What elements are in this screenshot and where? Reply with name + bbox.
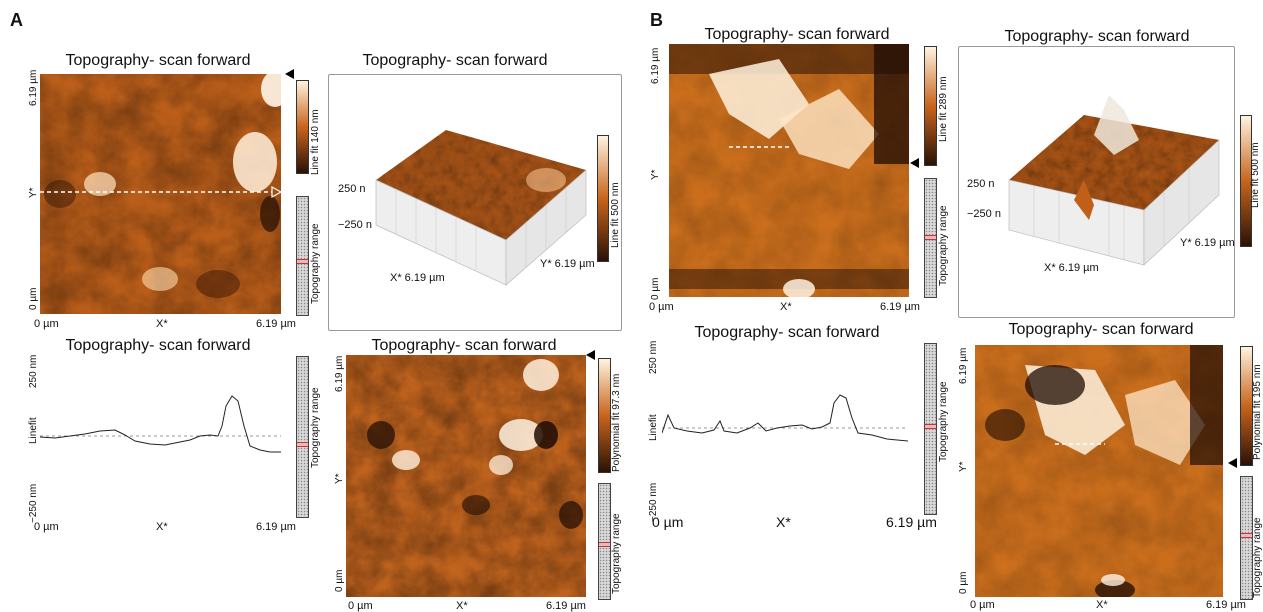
- a-image1-x-left-label: 0 µm: [34, 318, 59, 330]
- b-image2-title: Topography- scan forward: [1008, 321, 1194, 338]
- b-image1-y-mid-label: Y*: [650, 169, 661, 180]
- b-image2-colorbar: [1240, 346, 1253, 466]
- a-image1-y-bottom-label: 0 µm: [28, 287, 39, 310]
- b-profile-x-right-label: 6.19 µm: [886, 514, 937, 530]
- panel-label-b: B: [650, 10, 663, 30]
- a-image2-range-label: Topography range: [611, 513, 622, 594]
- b-surface3d-y-label: Y* 6.19 µm: [1180, 237, 1235, 249]
- b-surface3d-colorbar: [1240, 115, 1252, 247]
- a-image2-range-bar: [598, 483, 611, 600]
- a-profile-plot: [39, 356, 281, 518]
- b-image1-range-label: Topography range: [938, 205, 949, 286]
- b-profile-y-mid-label: Linefit: [648, 414, 659, 441]
- b-surface3d-x-label: X* 6.19 µm: [1044, 262, 1099, 274]
- b-surface3d-z-bottom-label: −250 n: [967, 208, 1001, 220]
- a-image2-x-left-label: 0 µm: [348, 600, 373, 612]
- a-surface3d-x-label: X* 6.19 µm: [390, 272, 445, 284]
- b-image1-x-left-label: 0 µm: [649, 301, 674, 313]
- b-profile-range-bar: [924, 343, 937, 515]
- b-image1-colorbar: [924, 46, 937, 166]
- b-image1-y-bottom-label: 0 µm: [650, 277, 661, 300]
- b-surface3d-title: Topography- scan forward: [1004, 28, 1190, 45]
- a-profile-y-mid-label: Linefit: [28, 417, 39, 444]
- b-surface3d-colorbar-label: Line fit 500 nm: [1250, 142, 1261, 208]
- panel-label-a: A: [10, 10, 23, 30]
- a-surface3d-z-bottom-label: −250 n: [338, 219, 372, 231]
- b-surface3d-z-top-label: 250 n: [967, 178, 995, 190]
- a-image2-x-right-label: 6.19 µm: [546, 600, 586, 612]
- b-image2-y-bottom-label: 0 µm: [958, 571, 969, 594]
- a-image2-x-mid-label: X*: [456, 600, 468, 612]
- b-profile-y-top-label: 250 nm: [648, 340, 659, 374]
- b-image2-colorbar-label: Polynomial fit 195 nm: [1252, 364, 1263, 460]
- a-image1-x-mid-label: X*: [156, 318, 168, 330]
- a-image1-range-bar: [296, 196, 309, 316]
- b-profile-x-mid-label: X*: [776, 514, 791, 530]
- a-image2-colorbar: [598, 358, 611, 473]
- b-image1-x-right-label: 6.19 µm: [880, 301, 920, 313]
- b-image1-range-bar: [924, 178, 937, 298]
- a-image2-y-mid-label: Y*: [334, 473, 345, 484]
- a-image2-topography-map: [346, 355, 586, 597]
- b-image2-x-mid-label: X*: [1096, 599, 1108, 611]
- a-image1-y-mid-label: Y*: [28, 187, 39, 198]
- a-image1-x-right-label: 6.19 µm: [256, 318, 296, 330]
- a-image1-colorbar: [296, 80, 309, 174]
- a-surface3d-title: Topography- scan forward: [362, 52, 548, 69]
- b-image1-topography-map: [669, 44, 909, 299]
- a-image2-colorbar-label: Polynomial fit 97.3 nm: [611, 373, 622, 472]
- a-profile-x-left-label: 0 µm: [34, 521, 59, 533]
- a-surface3d-plot: [336, 110, 596, 310]
- b-image2-scanline-pointer-icon: [1228, 458, 1237, 468]
- b-profile-x-left-label: 0 µm: [652, 514, 684, 530]
- a-profile-x-right-label: 6.19 µm: [256, 521, 296, 533]
- b-image2-y-top-label: 6.19 µm: [958, 347, 969, 384]
- b-profile-title: Topography- scan forward: [694, 324, 880, 341]
- b-image2-range-label: Topography range: [1252, 517, 1263, 598]
- a-profile-range-label: Topography range: [310, 387, 321, 468]
- a-profile-y-top-label: 250 nm: [28, 354, 39, 388]
- b-image1-y-top-label: 6.19 µm: [650, 47, 661, 84]
- a-image2-y-bottom-label: 0 µm: [334, 569, 345, 592]
- b-image2-topography-map: [975, 345, 1223, 600]
- b-image2-x-left-label: 0 µm: [970, 599, 995, 611]
- b-image2-x-right-label: 6.19 µm: [1206, 599, 1246, 611]
- a-surface3d-colorbar-label: Line fit 500 nm: [610, 182, 621, 248]
- a-image2-title: Topography- scan forward: [371, 337, 557, 354]
- a-image2-y-top-label: 6.19 µm: [334, 355, 345, 392]
- b-surface3d-plot: [964, 80, 1226, 280]
- b-image1-x-mid-label: X*: [780, 301, 792, 313]
- b-image1-scanline-pointer-icon: [910, 158, 919, 168]
- b-image1-title: Topography- scan forward: [704, 26, 890, 43]
- a-profile-title: Topography- scan forward: [65, 337, 251, 354]
- b-image1-colorbar-label: Line fit 289 nm: [938, 76, 949, 142]
- b-profile-plot: [661, 343, 909, 515]
- a-image1-topography-map: [40, 71, 289, 314]
- a-image1-range-label: Topography range: [310, 223, 321, 304]
- a-surface3d-y-label: Y* 6.19 µm: [540, 258, 595, 270]
- a-profile-x-mid-label: X*: [156, 521, 168, 533]
- a-profile-range-bar: [296, 356, 309, 518]
- a-image1-scanline-pointer-icon: [285, 69, 294, 79]
- b-profile-range-label: Topography range: [938, 381, 949, 462]
- a-image1-colorbar-label: Line fit 140 nm: [310, 109, 321, 175]
- a-profile-y-bottom-label: −250 nm: [28, 483, 39, 523]
- b-image2-y-mid-label: Y*: [958, 461, 969, 472]
- a-image1-title: Topography- scan forward: [65, 52, 251, 69]
- a-image2-scanline-pointer-icon: [586, 350, 595, 360]
- a-surface3d-colorbar: [597, 135, 609, 262]
- a-surface3d-z-top-label: 250 n: [338, 183, 366, 195]
- a-image1-y-top-label: 6.19 µm: [28, 69, 39, 106]
- b-image2-range-bar: [1240, 476, 1253, 600]
